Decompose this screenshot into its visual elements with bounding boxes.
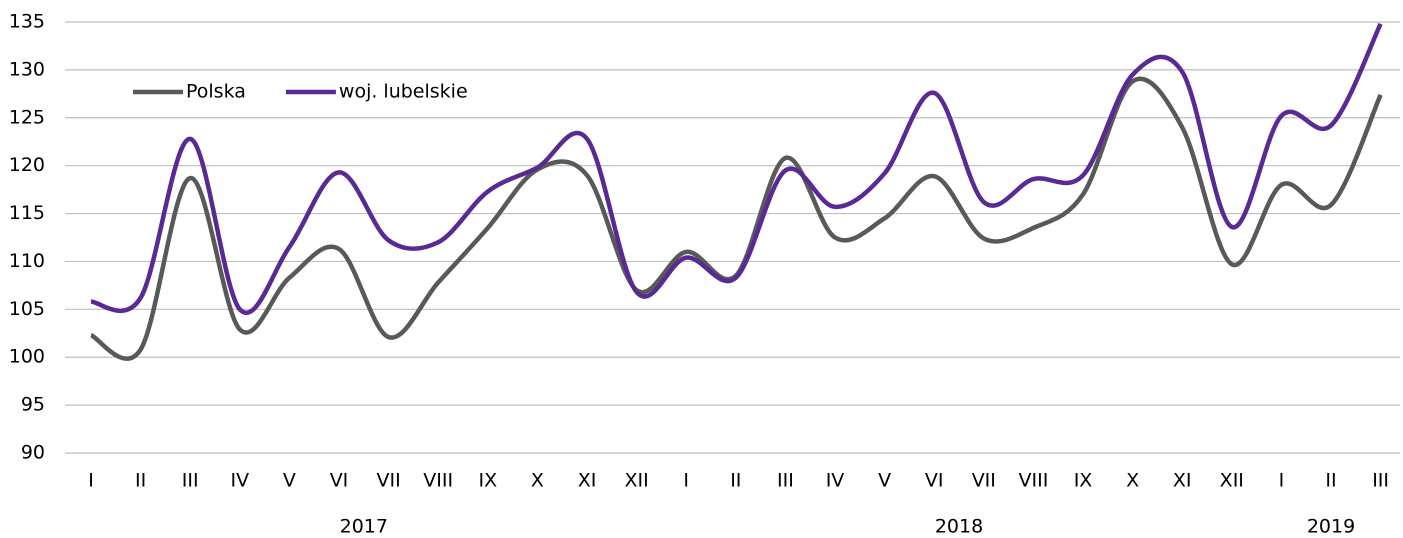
x-tick-label: I bbox=[1279, 470, 1285, 492]
x-tick-label: VIII bbox=[1018, 470, 1048, 492]
x-tick-label: XI bbox=[1173, 470, 1192, 492]
y-tick-label: 120 bbox=[9, 154, 45, 176]
y-tick-label: 110 bbox=[9, 250, 45, 272]
x-tick-label: VII bbox=[972, 470, 996, 492]
x-tick-label: IV bbox=[230, 470, 249, 492]
y-tick-label: 130 bbox=[9, 58, 45, 80]
legend-label: Polska bbox=[186, 81, 246, 103]
y-tick-label: 125 bbox=[9, 106, 45, 128]
x-group-label: 2018 bbox=[935, 516, 983, 538]
x-tick-label: V bbox=[878, 470, 891, 492]
x-tick-label: VI bbox=[330, 470, 349, 492]
series-line bbox=[89, 76, 1383, 361]
series-line bbox=[90, 22, 1383, 315]
x-tick-label: II bbox=[1325, 470, 1336, 492]
y-tick-label: 100 bbox=[9, 346, 45, 368]
y-tick-label: 105 bbox=[9, 298, 45, 320]
x-tick-label: IX bbox=[478, 470, 497, 492]
x-tick-label: VII bbox=[376, 470, 400, 492]
x-tick-label: I bbox=[683, 470, 689, 492]
x-tick-label: IV bbox=[826, 470, 845, 492]
x-tick-label: I bbox=[88, 470, 94, 492]
y-tick-label: 115 bbox=[9, 202, 45, 224]
x-tick-label: III bbox=[1372, 470, 1389, 492]
y-tick-label: 135 bbox=[9, 11, 45, 33]
legend-label: woj. lubelskie bbox=[339, 81, 468, 103]
x-tick-label: X bbox=[1126, 470, 1139, 492]
x-tick-label: XI bbox=[578, 470, 597, 492]
x-tick-label: VIII bbox=[423, 470, 453, 492]
y-tick-label: 90 bbox=[21, 442, 45, 464]
x-tick-label: II bbox=[730, 470, 741, 492]
x-tick-label: III bbox=[182, 470, 199, 492]
x-group-label: 2017 bbox=[340, 516, 388, 538]
x-tick-label: III bbox=[777, 470, 794, 492]
x-tick-label: IX bbox=[1074, 470, 1093, 492]
x-tick-label: XII bbox=[1220, 470, 1244, 492]
x-tick-label: V bbox=[283, 470, 296, 492]
x-tick-label: XII bbox=[624, 470, 648, 492]
y-tick-label: 95 bbox=[21, 394, 45, 416]
x-tick-label: X bbox=[531, 470, 544, 492]
x-tick-label: II bbox=[135, 470, 146, 492]
x-tick-label: VI bbox=[925, 470, 944, 492]
x-group-label: 2019 bbox=[1307, 516, 1355, 538]
